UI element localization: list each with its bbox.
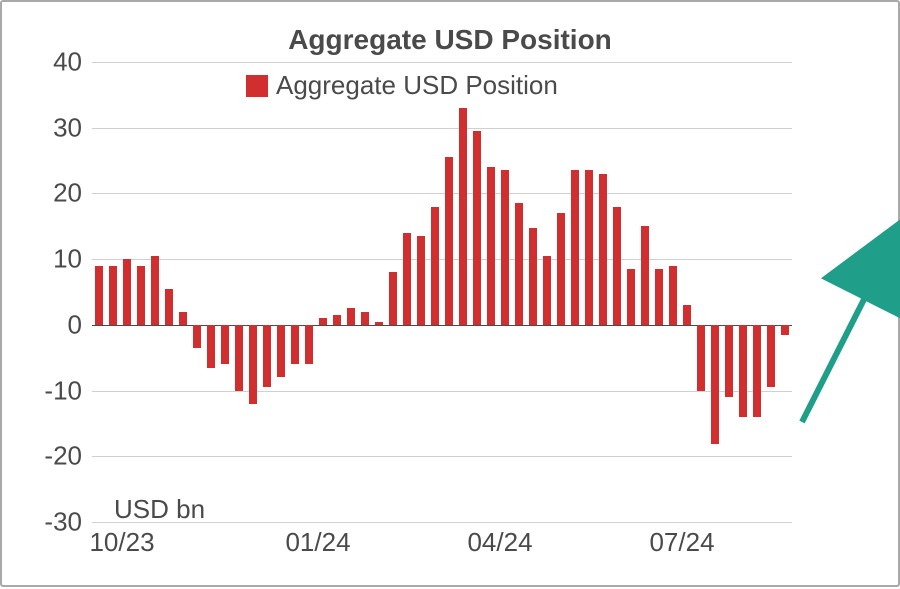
annotation-arrow-icon xyxy=(2,2,900,589)
chart-container: Aggregate USD Position Aggregate USD Pos… xyxy=(0,0,900,587)
